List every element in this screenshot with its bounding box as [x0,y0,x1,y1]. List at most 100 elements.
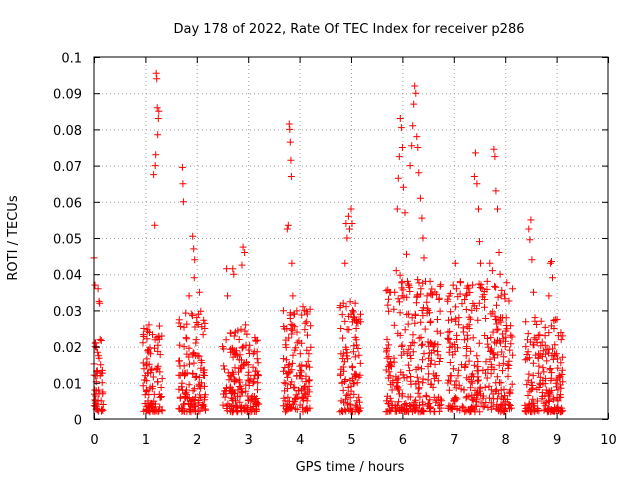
data-point [541,332,549,340]
data-point [242,341,250,349]
data-point [339,350,347,358]
data-point [303,397,311,405]
data-point [415,384,423,392]
data-point [395,398,403,406]
data-point [227,394,235,402]
data-point [156,351,164,359]
data-point [404,320,412,328]
data-point [231,328,239,336]
data-point [354,345,362,352]
data-point [285,361,293,368]
data-point [249,363,257,371]
data-point [415,385,423,393]
data-point [191,256,199,264]
data-point [235,336,243,343]
data-point [197,379,205,387]
data-point [304,357,312,365]
data-point [412,299,420,307]
data-point [506,346,514,354]
data-point [554,355,562,363]
data-point [353,379,361,387]
data-point [287,404,295,412]
data-point [438,397,445,405]
data-point [483,374,491,382]
data-point [307,343,315,351]
data-point [505,297,513,305]
data-point [195,352,203,360]
data-point [252,367,259,375]
data-point [541,380,549,388]
data-point [145,348,153,356]
data-point [477,284,484,291]
data-point [502,327,510,335]
data-point [499,359,507,367]
data-point [355,408,363,416]
data-point [436,282,444,290]
data-point [422,277,429,285]
data-point [486,355,494,363]
data-point [193,373,200,380]
data-point [431,360,439,368]
data-points [90,69,567,416]
data-point [346,400,354,408]
data-point [552,376,560,384]
data-point [425,404,433,412]
data-point [417,333,425,341]
data-point [176,341,184,349]
data-point [447,372,455,380]
data-point [337,325,345,332]
data-point [415,169,423,177]
data-point [491,153,499,161]
data-point [540,368,548,376]
data-point [250,378,258,386]
data-point [155,335,163,343]
y-tick-label: 0.02 [53,341,82,356]
data-point [157,384,165,391]
data-point [446,343,454,351]
data-point [343,391,351,399]
data-point [341,317,349,325]
data-point [545,329,553,337]
data-point [298,368,306,376]
data-point [409,122,417,130]
data-point [238,356,245,364]
data-point [491,282,499,290]
data-point [557,384,565,392]
data-point [298,386,305,394]
data-point [427,317,435,325]
data-point [342,395,350,403]
data-point [484,343,492,351]
data-point [478,285,486,293]
data-point [415,334,423,342]
data-point [419,340,426,348]
y-axis-label: ROTI / TECUs [6,195,21,280]
data-point [416,194,424,202]
data-point [397,368,405,376]
data-point [463,374,471,382]
data-point [533,385,541,393]
data-point [435,407,443,415]
data-point [286,138,294,146]
data-point [401,326,409,334]
data-point [348,220,356,227]
data-point [509,285,517,293]
data-point [538,389,546,397]
data-point [394,295,402,303]
data-point [336,302,344,310]
data-point [470,361,478,369]
data-point [446,328,454,335]
data-point [557,336,565,344]
data-point [468,403,475,411]
data-point [299,408,307,416]
data-point [462,394,470,402]
data-point [385,353,393,361]
data-point [147,369,155,377]
y-tick-label: 0.07 [53,160,82,175]
data-point [234,386,242,394]
data-point [508,333,516,341]
data-point [245,382,253,389]
data-point [522,343,530,351]
data-point [237,325,245,333]
data-point [480,402,488,410]
data-point [487,310,495,318]
